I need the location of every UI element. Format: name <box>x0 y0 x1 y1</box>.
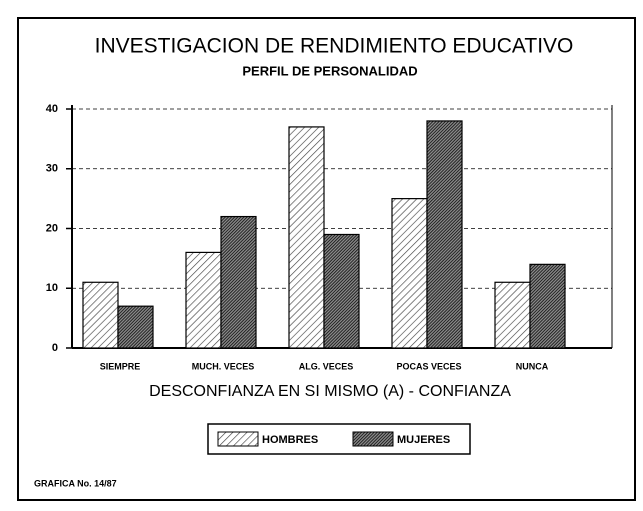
y-tick-label: 10 <box>46 282 58 294</box>
legend-swatch <box>352 431 394 447</box>
bar <box>117 305 154 349</box>
legend-swatch <box>217 431 259 447</box>
bar <box>494 281 531 349</box>
bar <box>529 263 566 349</box>
y-tick-label: 30 <box>46 163 58 175</box>
legend-label: HOMBRES <box>262 434 318 446</box>
bar <box>220 215 257 349</box>
x-tick-label: NUNCA <box>516 361 549 371</box>
legend-label: MUJERES <box>397 434 450 446</box>
y-tick-label: 40 <box>46 103 58 115</box>
x-tick-label: SIEMPRE <box>100 361 141 371</box>
chart-subtitle: PERFIL DE PERSONALIDAD <box>242 63 417 78</box>
frame <box>17 17 636 501</box>
x-tick-label: MUCH. VECES <box>192 361 255 371</box>
y-tick-label: 0 <box>52 342 58 354</box>
y-tick-label: 20 <box>46 222 58 234</box>
bar <box>82 281 119 349</box>
footnote: GRAFICA No. 14/87 <box>34 478 117 488</box>
bar <box>323 233 360 349</box>
bar <box>185 251 222 349</box>
x-tick-label: POCAS VECES <box>396 361 461 371</box>
chart-title: INVESTIGACION DE RENDIMIENTO EDUCATIVO <box>95 35 574 58</box>
x-tick-label: ALG. VECES <box>299 361 354 371</box>
bar <box>426 120 463 349</box>
x-axis-title: DESCONFIANZA EN SI MISMO (A) - CONFIANZA <box>149 383 511 400</box>
bar <box>288 126 325 349</box>
bar <box>391 198 428 349</box>
